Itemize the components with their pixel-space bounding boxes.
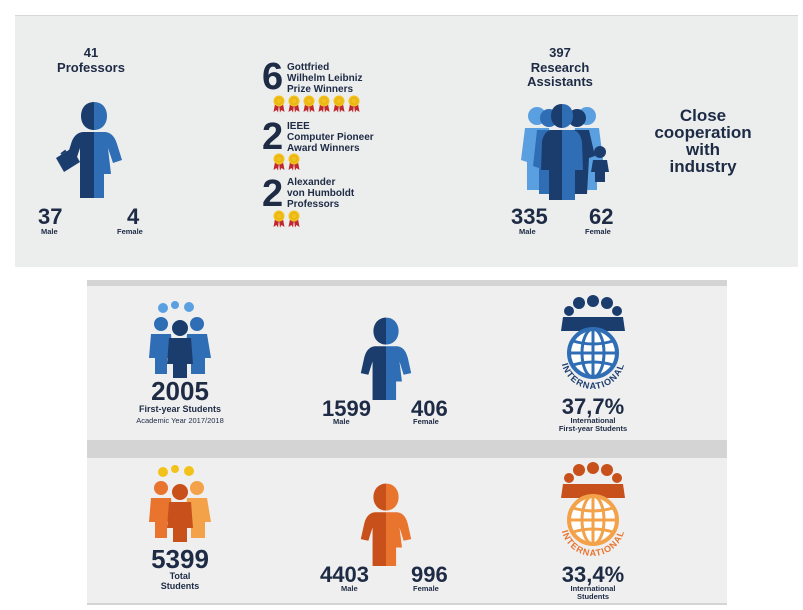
professors-female-count: 4 bbox=[127, 204, 140, 229]
award-count: 2 bbox=[262, 116, 284, 158]
total-students-label-1: Total bbox=[169, 571, 191, 581]
total-female-label: Female bbox=[413, 584, 439, 593]
industry-line: cooperation bbox=[654, 123, 752, 142]
students-group-icon bbox=[149, 301, 211, 378]
medal-icon bbox=[272, 153, 286, 171]
international-globe-icon: INTERNATIONAL bbox=[560, 295, 625, 391]
award-line: Computer Pioneer bbox=[287, 132, 374, 143]
total-international-label-2: Students bbox=[576, 592, 610, 601]
medal-icon bbox=[287, 210, 301, 228]
first-year-international-percent: 37,7% bbox=[561, 394, 625, 419]
student-figure-icon bbox=[360, 317, 412, 400]
research-assistants-count: 397 bbox=[549, 45, 571, 60]
award-line: Prize Winners bbox=[287, 84, 354, 95]
industry-line: industry bbox=[669, 157, 737, 176]
medal-icon bbox=[272, 95, 286, 113]
first-year-female-count: 406 bbox=[411, 396, 448, 421]
total-international-globe-icon: INTERNATIONAL bbox=[560, 462, 625, 558]
award-line: Award Winners bbox=[287, 143, 360, 154]
professors-female-label: Female bbox=[117, 227, 143, 236]
total-female-count: 996 bbox=[411, 562, 448, 587]
professors-male-label: Male bbox=[41, 227, 58, 236]
medal-icon bbox=[317, 95, 331, 113]
staff-panel bbox=[15, 15, 798, 267]
industry-text: Close cooperation with industry bbox=[640, 107, 766, 175]
medal-icon bbox=[287, 153, 301, 171]
research-female-count: 62 bbox=[589, 204, 614, 229]
professors-male-count: 37 bbox=[38, 204, 63, 229]
industry-line: Close bbox=[679, 106, 727, 125]
medal-icon bbox=[287, 95, 301, 113]
award-count: 6 bbox=[262, 56, 284, 98]
award-count: 2 bbox=[262, 173, 284, 215]
total-students-label-2: Students bbox=[160, 581, 200, 591]
award-line: Wilhelm Leibniz bbox=[287, 73, 363, 84]
award-line: Gottfried bbox=[287, 62, 330, 73]
total-student-figure-icon bbox=[360, 483, 412, 566]
research-assistants-label-2: Assistants bbox=[527, 74, 593, 89]
medal-icon bbox=[302, 95, 316, 113]
professor-figure-icon bbox=[56, 102, 122, 198]
award-line: Professors bbox=[287, 199, 340, 210]
medal-icon bbox=[272, 210, 286, 228]
professors-label: Professors bbox=[57, 60, 125, 75]
research-group-icon bbox=[521, 104, 609, 200]
total-male-label: Male bbox=[341, 584, 358, 593]
research-male-count: 335 bbox=[511, 204, 548, 229]
award-line: Alexander bbox=[287, 177, 336, 188]
total-international-label-1: International bbox=[570, 584, 616, 593]
first-year-female-label: Female bbox=[413, 417, 439, 426]
total-male-count: 4403 bbox=[320, 562, 369, 587]
research-male-label: Male bbox=[519, 227, 536, 236]
first-year-male-label: Male bbox=[333, 417, 350, 426]
research-assistants-label-1: Research bbox=[530, 60, 590, 75]
professors-count: 41 bbox=[83, 45, 99, 60]
first-year-male-count: 1599 bbox=[322, 396, 371, 421]
research-female-label: Female bbox=[585, 227, 611, 236]
award-line: IEEE bbox=[287, 121, 310, 132]
total-students-group-icon bbox=[149, 465, 211, 542]
total-international-percent: 33,4% bbox=[561, 562, 625, 587]
award-line: von Humboldt bbox=[287, 188, 355, 199]
first-year-count: 2005 bbox=[151, 376, 209, 406]
first-year-international-label-1: International bbox=[570, 416, 616, 425]
first-year-international-label-2: First-year Students bbox=[558, 424, 628, 433]
industry-line: with bbox=[686, 140, 720, 159]
medal-icon bbox=[347, 95, 361, 113]
medal-icon bbox=[332, 95, 346, 113]
first-year-sublabel: Academic Year 2017/2018 bbox=[136, 416, 224, 425]
first-year-label: First-year Students bbox=[138, 404, 222, 414]
total-students-count: 5399 bbox=[151, 544, 209, 574]
